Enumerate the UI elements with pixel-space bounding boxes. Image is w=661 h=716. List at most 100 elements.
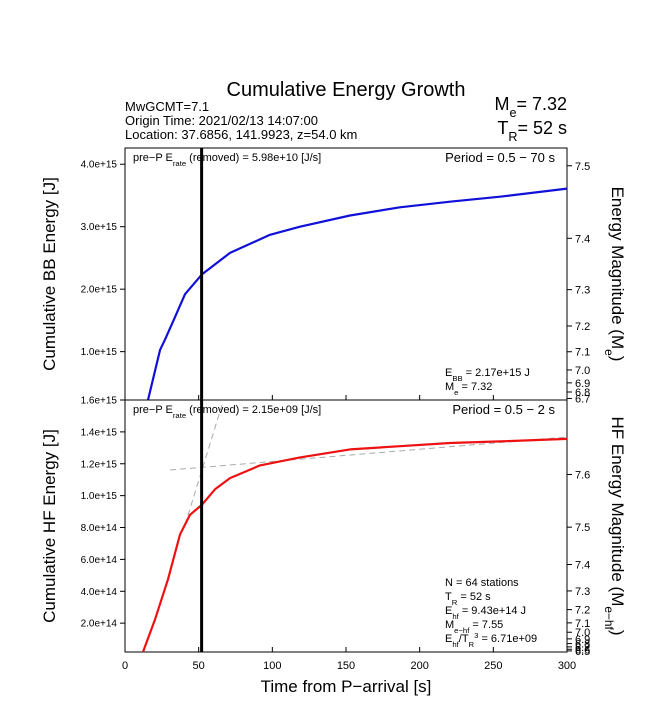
- y2-tick-label: 7.0: [575, 365, 590, 377]
- y-tick-label: 1.0e+15: [81, 491, 118, 502]
- text-part: Energy Magnitude (M: [608, 187, 627, 350]
- chart-title: Cumulative Energy Growth: [227, 79, 466, 101]
- text-part: = 52 s: [517, 118, 567, 138]
- y2-tick-label: 7.6: [575, 469, 590, 481]
- text-part: = 7.32: [516, 94, 567, 114]
- annotation: pre−P Erate (removed) = 2.15e+09 [J/s]: [133, 404, 321, 420]
- y-axis-title: Cumulative BB Energy [J]: [40, 177, 59, 371]
- text-part: E: [445, 367, 452, 379]
- text-part: e−hf: [454, 626, 470, 635]
- y2-tick-label: 6.8: [575, 387, 590, 399]
- y2-tick-label: 7.1: [575, 618, 590, 630]
- text-part: /T: [459, 633, 469, 645]
- y2-axis-title: HF Energy Magnitude (Me−hf): [602, 416, 627, 635]
- y-tick-label: 2.0e+14: [81, 619, 118, 630]
- text-part: hf: [452, 640, 459, 649]
- y2-tick-label: 6.9: [575, 378, 590, 390]
- text-part: E: [445, 605, 452, 617]
- text-part: HF Energy Magnitude (M: [608, 416, 627, 606]
- y2-tick-label: 7.5: [575, 522, 590, 534]
- text-part: ): [608, 630, 627, 636]
- magnitude: Me= 7.32: [494, 94, 567, 120]
- y2-tick-label: 6.6: [575, 644, 590, 656]
- text-part: (removed) = 5.98e+10 [J/s]: [186, 152, 321, 164]
- y2-axis-title: Energy Magnitude (Me): [602, 187, 627, 362]
- x-tick-label: 200: [410, 660, 428, 672]
- plot-frame: [124, 147, 568, 401]
- x-tick-label: 50: [193, 660, 205, 672]
- text-part: BB: [452, 374, 462, 383]
- text-part: R: [452, 598, 458, 607]
- text-part: (removed) = 2.15e+09 [J/s]: [186, 404, 321, 416]
- fit-line: [184, 404, 223, 526]
- y2-tick-label: 7.1: [575, 347, 590, 359]
- x-tick-label: 0: [122, 660, 128, 672]
- text-part: R: [508, 130, 517, 144]
- text-part: = 52 s: [457, 591, 491, 603]
- text-part: e: [454, 388, 458, 397]
- note: Ehf = 9.43e+14 J: [445, 605, 526, 621]
- note: TR = 52 s: [445, 591, 491, 607]
- text-part: = 6.71e+09: [478, 633, 537, 645]
- y2-tick-label: 7.4: [575, 559, 590, 571]
- text-part: pre−P E: [133, 152, 173, 164]
- text-part: = 7.32: [458, 381, 492, 393]
- text-part: = 9.43e+14 J: [459, 605, 526, 617]
- data-line: [146, 187, 568, 401]
- y2-tick-label: 6.7: [575, 642, 590, 654]
- y2-tick-label: 7.2: [575, 321, 590, 333]
- fit-line: [169, 436, 568, 471]
- y2-tick-label: 6.8: [575, 639, 590, 651]
- y-axis-title: Cumulative HF Energy [J]: [40, 429, 59, 623]
- x-axis-title: Time from P−arrival [s]: [261, 677, 432, 696]
- text-part: = 7.55: [469, 619, 503, 631]
- y-tick-label: 8.0e+14: [81, 523, 118, 534]
- note: Me = 7.32: [445, 381, 492, 397]
- text-part: rate: [173, 159, 186, 168]
- y-tick-label: 4.0e+15: [81, 160, 118, 171]
- header-line: Origin Time: 2021/02/13 14:07:00: [125, 113, 318, 128]
- text-part: e: [602, 349, 616, 356]
- y2-tick-label: 7.5: [575, 161, 590, 173]
- x-tick-label: 250: [484, 660, 502, 672]
- text-part: T: [445, 591, 452, 603]
- y2-tick-label: 7.4: [575, 233, 590, 245]
- annotation: pre−P Erate (removed) = 5.98e+10 [J/s]: [133, 152, 321, 168]
- text-part: M: [445, 381, 454, 393]
- y-tick-label: 3.0e+15: [81, 222, 118, 233]
- note: Me−hf = 7.55: [445, 619, 503, 635]
- x-tick-label: 150: [337, 660, 355, 672]
- text-part: e−hf: [602, 606, 616, 630]
- y2-tick-label: 6.7: [575, 393, 590, 405]
- annotation: Period = 0.5 − 2 s: [452, 402, 555, 417]
- x-tick-label: 300: [558, 660, 576, 672]
- y-tick-label: 4.0e+14: [81, 587, 118, 598]
- text-part: N = 64 stations: [445, 577, 519, 589]
- y-tick-label: 6.0e+14: [81, 555, 118, 566]
- text-part: rate: [173, 411, 186, 420]
- y-tick-label: 1.2e+15: [81, 459, 118, 470]
- text-part: ): [608, 356, 627, 362]
- y2-tick-label: 7.3: [575, 586, 590, 598]
- annotation: Period = 0.5 − 70 s: [445, 150, 555, 165]
- header-line: MwGCMT=7.1: [125, 99, 209, 114]
- text-part: T: [497, 118, 508, 138]
- y-tick-label: 1.6e+15: [81, 396, 118, 407]
- text-part: e: [509, 106, 516, 120]
- text-part: R: [469, 640, 475, 649]
- text-part: hf: [452, 612, 459, 621]
- y2-tick-label: 6.5: [575, 646, 590, 658]
- text-part: = 2.17e+15 J: [463, 367, 530, 379]
- note: Ehf/TR3 = 6.71e+09: [445, 631, 537, 649]
- text-part: M: [445, 619, 454, 631]
- y2-tick-label: 7.3: [575, 285, 590, 297]
- data-line: [141, 437, 568, 653]
- y2-tick-label: 7.0: [575, 627, 590, 639]
- note: N = 64 stations: [445, 577, 519, 589]
- text-part: E: [445, 633, 452, 645]
- y-tick-label: 2.0e+15: [81, 285, 118, 296]
- text-part: M: [494, 94, 509, 114]
- y-tick-label: 1.0e+15: [81, 347, 118, 358]
- y-tick-label: 1.4e+15: [81, 427, 118, 438]
- duration: TR= 52 s: [497, 118, 567, 144]
